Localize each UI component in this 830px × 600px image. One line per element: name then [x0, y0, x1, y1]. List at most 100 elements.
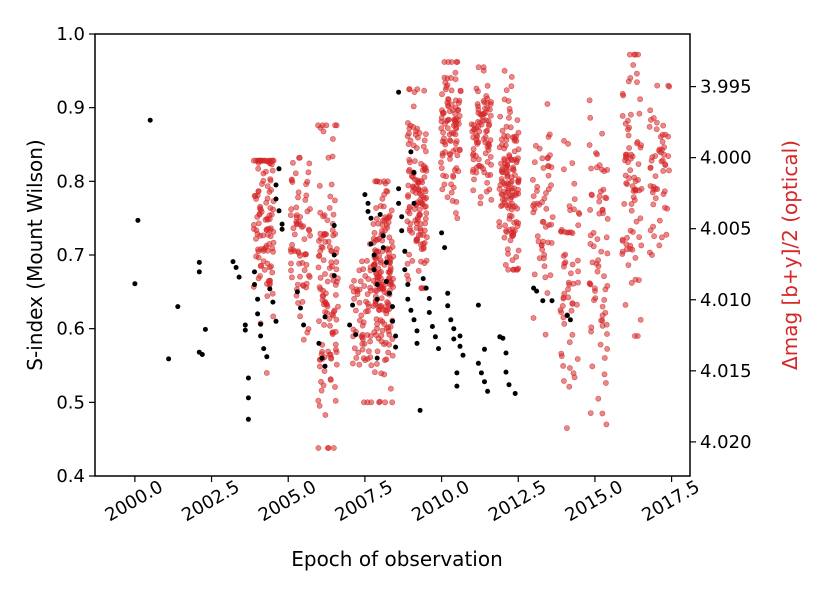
photometry-point — [297, 313, 303, 320]
s-index-point — [436, 346, 441, 352]
photometry-point — [413, 236, 420, 243]
photometry-point — [506, 215, 513, 222]
photometry-point — [315, 264, 322, 271]
photometry-point — [587, 240, 594, 247]
photometry-point — [575, 222, 582, 229]
photometry-point — [603, 195, 610, 202]
photometry-point — [332, 341, 339, 348]
photometry-point — [547, 272, 554, 279]
photometry-point — [604, 345, 610, 352]
photometry-point — [503, 87, 510, 94]
photometry-point — [381, 341, 387, 348]
photometry-point — [599, 130, 605, 137]
photometry-point — [509, 233, 516, 239]
photometry-point — [566, 339, 573, 346]
s-index-point — [411, 317, 417, 323]
photometry-point — [455, 168, 462, 175]
photometry-point — [414, 134, 421, 141]
photometry-point — [288, 274, 295, 281]
photometry-point — [497, 182, 504, 188]
photometry-point — [457, 87, 464, 94]
photometry-point — [498, 160, 504, 167]
photometry-point — [448, 189, 455, 196]
photometry-point — [659, 146, 665, 153]
photometry-point — [515, 177, 522, 184]
s-index-point — [245, 395, 251, 401]
photometry-point — [535, 238, 542, 245]
x-tick-label: 2000.0 — [102, 476, 167, 526]
photometry-point — [501, 155, 507, 162]
photometry-point — [387, 385, 394, 392]
photometry-point — [595, 263, 602, 270]
s-index-point — [322, 363, 328, 369]
photometry-point — [603, 380, 609, 386]
s-index-point — [135, 217, 141, 223]
photometry-point — [474, 140, 481, 147]
photometry-point — [301, 236, 308, 242]
photometry-point — [303, 280, 310, 287]
s-index-point — [331, 273, 337, 279]
photometry-point — [475, 64, 482, 71]
photometry-point — [405, 130, 412, 137]
s-index-point — [460, 352, 466, 358]
photometry-point — [253, 235, 259, 242]
y2-tick-label: 4.015 — [700, 361, 752, 382]
photometry-point — [647, 249, 653, 256]
s-index-point — [451, 336, 457, 342]
s-index-point — [383, 259, 389, 265]
photometry-point — [530, 176, 536, 183]
s-index-point — [429, 324, 435, 329]
photometry-point — [543, 205, 550, 212]
photometry-point — [374, 348, 381, 355]
photometry-point — [296, 260, 302, 267]
photometry-point — [621, 200, 628, 207]
photometry-point — [440, 129, 446, 136]
photometry-point — [534, 233, 541, 240]
photometry-point — [515, 247, 522, 254]
photometry-point — [568, 307, 575, 314]
photometry-point — [574, 356, 581, 362]
photometry-point — [599, 206, 606, 213]
photometry-point — [542, 274, 549, 281]
photometry-point — [297, 252, 303, 259]
photometry-point — [601, 371, 608, 378]
photometry-point — [594, 268, 601, 275]
y2-tick-label: 4.020 — [700, 432, 752, 453]
photometry-point — [317, 230, 324, 237]
photometry-point — [564, 229, 571, 236]
s-index-point — [503, 369, 509, 375]
photometry-point — [404, 218, 411, 225]
photometry-point — [636, 110, 643, 117]
photometry-point — [315, 122, 321, 129]
s-index-point — [475, 360, 481, 366]
photometry-point — [561, 137, 567, 144]
photometry-point — [533, 142, 539, 149]
photometry-point — [596, 193, 603, 200]
photometry-point — [373, 205, 379, 211]
photometry-point — [423, 257, 430, 264]
s-index-point — [347, 322, 353, 328]
photometry-point — [636, 234, 642, 240]
photometry-point — [329, 153, 336, 160]
photometry-point — [488, 196, 495, 203]
photometry-point — [441, 181, 448, 188]
photometry-point — [660, 167, 667, 174]
photometry-point — [571, 180, 578, 187]
photometry-point — [332, 384, 338, 390]
s-index-point — [454, 370, 460, 376]
photometry-point — [587, 206, 593, 213]
photometry-point — [266, 241, 273, 247]
photometry-point — [647, 107, 654, 114]
photometry-point — [367, 333, 374, 339]
photometry-point — [446, 108, 453, 115]
photometry-point — [512, 135, 518, 142]
photometry-point — [389, 352, 396, 359]
photometry-point — [501, 234, 508, 241]
photometry-point — [637, 316, 644, 323]
s-index-point — [534, 288, 540, 294]
x-tick-label: 2017.5 — [638, 476, 703, 526]
s-index-point — [245, 416, 251, 422]
photometry-point — [632, 186, 639, 193]
photometry-point — [638, 242, 645, 249]
s-index-point — [383, 279, 389, 284]
